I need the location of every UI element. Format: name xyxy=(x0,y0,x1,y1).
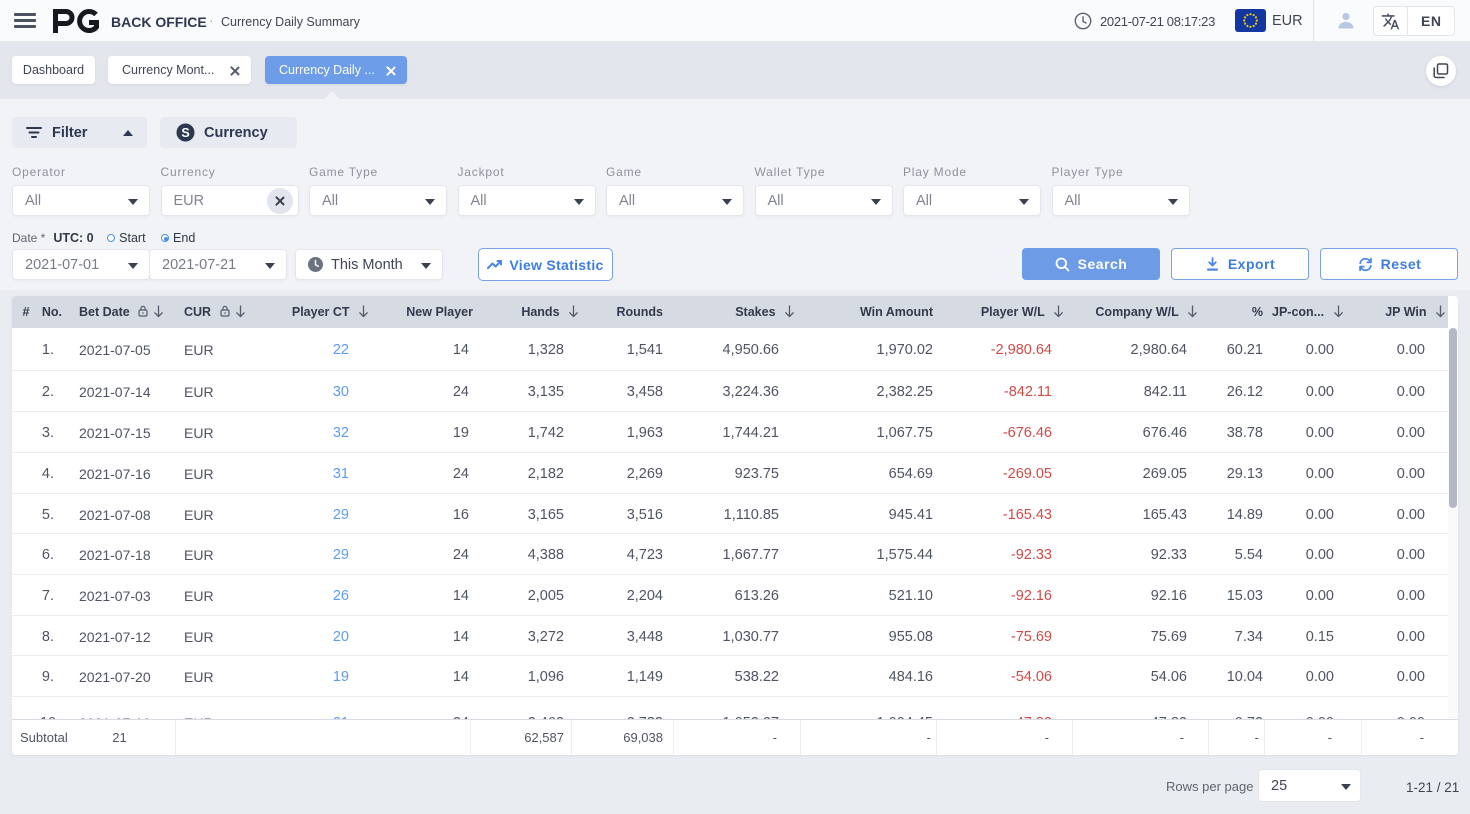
svg-text:S: S xyxy=(181,126,189,140)
